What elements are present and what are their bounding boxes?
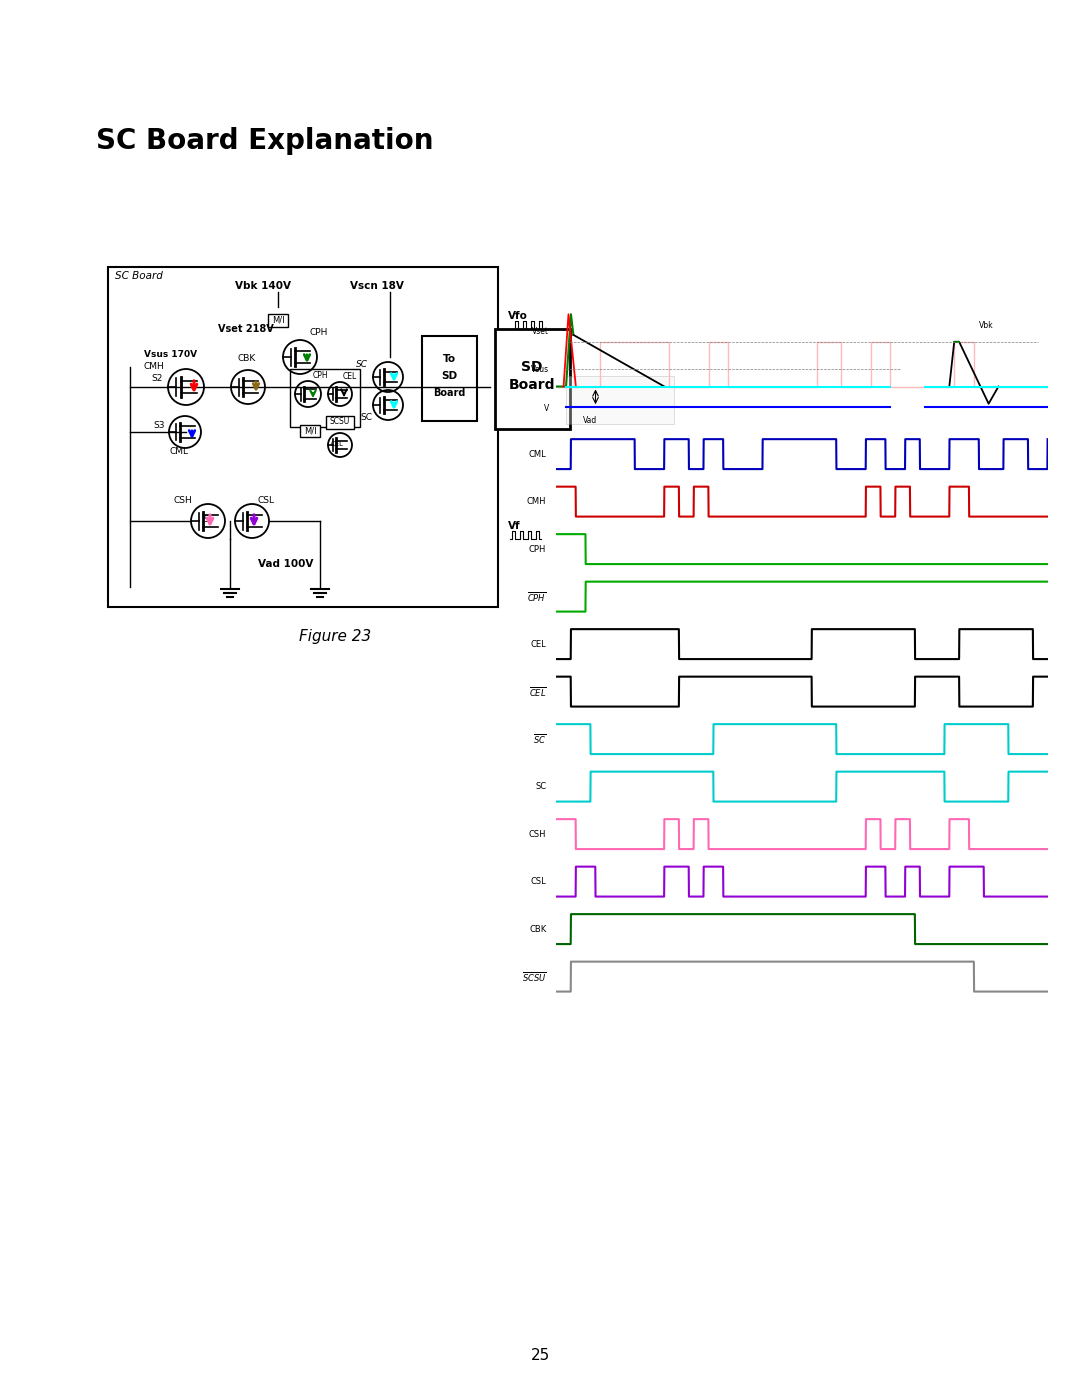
Text: S1: S1: [203, 515, 213, 524]
Text: Board: Board: [433, 388, 465, 398]
Bar: [422, 337, 477, 420]
Text: $\overline{SCSU}$: $\overline{SCSU}$: [522, 970, 546, 983]
Text: CEL: CEL: [343, 372, 357, 381]
Text: M/I: M/I: [303, 426, 316, 436]
Text: SC: SC: [360, 414, 372, 422]
Text: 25: 25: [530, 1348, 550, 1362]
Bar: [108, 267, 498, 608]
Text: $\overline{CEL}$: $\overline{CEL}$: [528, 685, 546, 698]
Text: To: To: [443, 353, 456, 365]
Bar: [291, 369, 360, 427]
Text: Vsus: Vsus: [530, 365, 549, 374]
Text: CSH: CSH: [173, 496, 192, 504]
Text: Vad: Vad: [583, 416, 597, 425]
Text: CSL: CSL: [530, 877, 546, 886]
Text: Vad 100V: Vad 100V: [258, 559, 313, 569]
Text: SC Board: SC Board: [114, 271, 163, 281]
Text: V: V: [543, 404, 549, 414]
Text: Vset 218V: Vset 218V: [218, 324, 273, 334]
Text: CEL: CEL: [530, 640, 546, 648]
Text: SD: SD: [522, 360, 543, 374]
Text: CML: CML: [528, 450, 546, 458]
Text: CBK: CBK: [529, 925, 546, 933]
Text: SC Board Explanation: SC Board Explanation: [96, 127, 433, 155]
Bar: [268, 313, 288, 327]
Text: Vsus 170V: Vsus 170V: [144, 351, 198, 359]
Text: CPH: CPH: [529, 545, 546, 553]
Text: CEL: CEL: [330, 441, 343, 447]
Text: SD: SD: [441, 372, 457, 381]
Text: Vbk 140V: Vbk 140V: [235, 281, 291, 291]
Text: CBK: CBK: [238, 353, 256, 363]
Text: Vset: Vset: [531, 327, 549, 335]
Text: SC: SC: [536, 782, 546, 791]
Text: SCSU: SCSU: [329, 418, 350, 426]
Text: $\overline{SC}$: $\overline{SC}$: [534, 732, 546, 746]
Text: Vbk: Vbk: [978, 321, 994, 330]
Text: Vf: Vf: [508, 521, 521, 531]
Text: Figure 23: Figure 23: [299, 630, 372, 644]
Text: $\overline{CPH}$: $\overline{CPH}$: [527, 590, 546, 604]
Text: M/I: M/I: [272, 316, 284, 324]
Bar: [300, 425, 320, 437]
Bar: [495, 330, 570, 429]
Text: SC: SC: [356, 360, 368, 369]
Text: CPH: CPH: [313, 372, 328, 380]
Text: Vfo: Vfo: [508, 312, 528, 321]
Text: CPH: CPH: [310, 328, 328, 337]
Text: CMH: CMH: [527, 497, 546, 506]
Text: CMH: CMH: [144, 362, 165, 372]
Bar: [566, 376, 674, 425]
Text: Board: Board: [509, 379, 555, 393]
Text: CML: CML: [170, 447, 189, 455]
Text: S3: S3: [153, 420, 164, 430]
Text: CSH: CSH: [529, 830, 546, 838]
Text: CSL: CSL: [257, 496, 274, 504]
Text: S2: S2: [151, 374, 162, 383]
Bar: [326, 415, 354, 429]
Text: Vscn 18V: Vscn 18V: [350, 281, 404, 291]
